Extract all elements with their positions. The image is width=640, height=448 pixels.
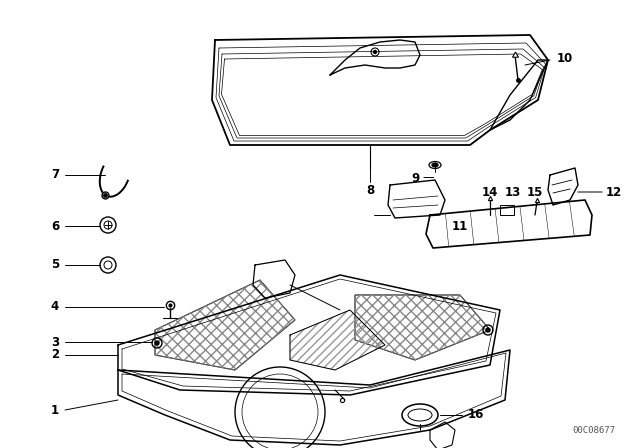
- Text: 12: 12: [606, 185, 622, 198]
- Text: 3: 3: [51, 336, 59, 349]
- Text: 00C08677: 00C08677: [572, 426, 615, 435]
- Polygon shape: [155, 280, 295, 370]
- Text: 9: 9: [411, 172, 419, 185]
- Text: —: —: [422, 172, 434, 185]
- Text: 15: 15: [527, 185, 543, 198]
- Text: 11: 11: [452, 220, 468, 233]
- Text: 5: 5: [51, 258, 59, 271]
- Text: 7: 7: [51, 168, 59, 181]
- Text: 2: 2: [51, 349, 59, 362]
- Polygon shape: [355, 295, 490, 360]
- Text: 10: 10: [557, 52, 573, 65]
- Text: 1: 1: [51, 404, 59, 417]
- Text: 4: 4: [51, 301, 59, 314]
- Circle shape: [155, 341, 159, 345]
- Text: 8: 8: [366, 184, 374, 197]
- Circle shape: [374, 51, 376, 53]
- Text: 14: 14: [482, 185, 498, 198]
- Text: 6: 6: [51, 220, 59, 233]
- Circle shape: [486, 328, 490, 332]
- Text: 16: 16: [468, 409, 484, 422]
- Text: 13: 13: [505, 185, 521, 198]
- Ellipse shape: [432, 163, 438, 167]
